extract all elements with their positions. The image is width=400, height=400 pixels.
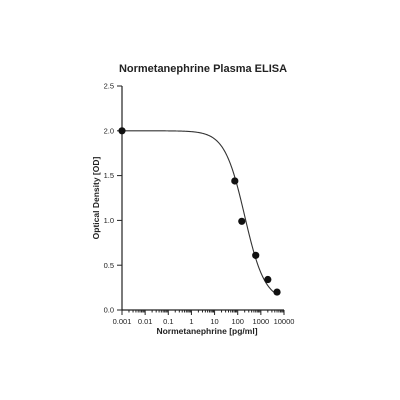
axes — [121, 86, 284, 311]
x-tick-label: 10000 — [274, 317, 295, 326]
x-tick-label: 10 — [210, 317, 218, 326]
y-ticks: 0.0 0.5 1.0 1.5 2.0 2.5 — [104, 82, 122, 315]
x-tick-label: 100 — [231, 317, 244, 326]
y-tick-label: 1.0 — [104, 216, 114, 225]
data-point — [252, 251, 260, 259]
x-tick-label: 0.1 — [163, 317, 173, 326]
y-tick-label: 2.0 — [104, 126, 114, 135]
data-point — [273, 288, 281, 296]
x-tick-label: 0.001 — [113, 317, 132, 326]
x-ticks: 0.001 0.01 0.1 1 10 100 1000 10000 — [113, 310, 295, 326]
x-axis-label: Normetanephrine [pg/ml] — [156, 326, 257, 336]
x-tick-label: 1000 — [253, 317, 270, 326]
y-tick-label: 0.5 — [104, 261, 114, 270]
x-tick-label: 1 — [189, 317, 193, 326]
data-points — [118, 127, 281, 296]
x-tick-label: 0.01 — [138, 317, 153, 326]
y-tick-label: 0.0 — [104, 306, 114, 315]
data-point — [231, 177, 239, 185]
y-axis-label: Optical Density [OD] — [91, 157, 101, 240]
data-point — [264, 275, 272, 284]
fit-curve — [122, 130, 278, 295]
data-point — [238, 217, 246, 225]
y-tick-label: 2.5 — [104, 82, 114, 91]
chart-title: Normetanephrine Plasma ELISA — [119, 63, 287, 75]
data-point — [118, 127, 126, 135]
y-tick-label: 1.5 — [104, 171, 114, 180]
